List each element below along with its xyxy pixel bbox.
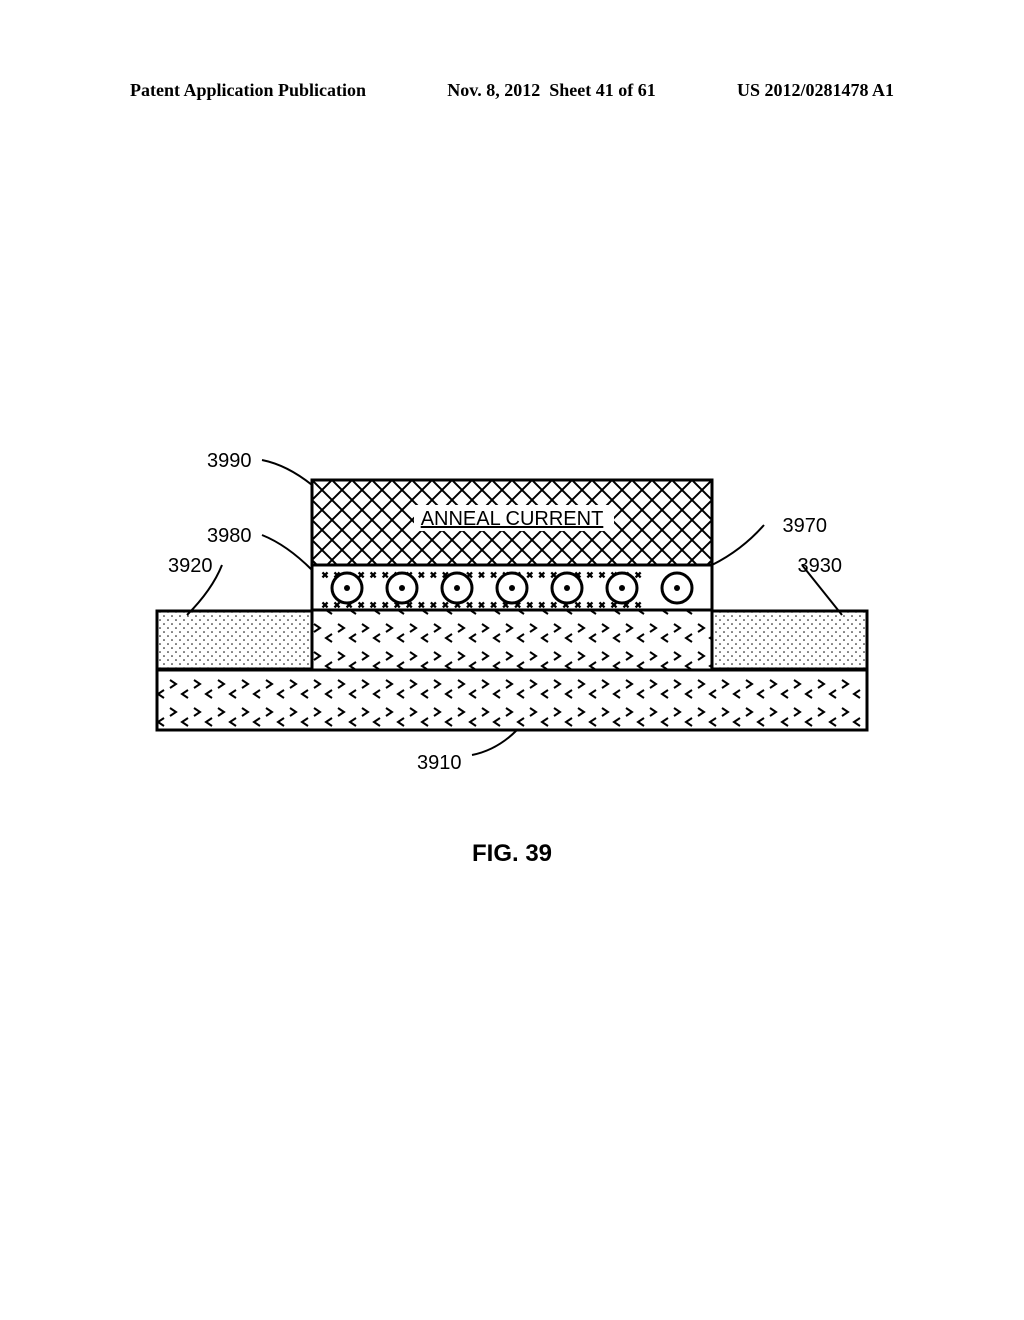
right-block xyxy=(712,611,867,669)
figure-container: × × × × × × × × × × × × × × × × × × × × … xyxy=(142,450,882,868)
leader-3980 xyxy=(262,535,312,570)
ref-3970: 3970 xyxy=(783,515,828,538)
ref-3990: 3990 xyxy=(207,450,252,473)
diagram-svg: × × × × × × × × × × × × × × × × × × × × … xyxy=(142,450,882,770)
circles-layer: × × × × × × × × × × × × × × × × × × × × … xyxy=(312,565,712,611)
left-block xyxy=(157,611,312,669)
anneal-text: ANNEAL CURRENT xyxy=(421,508,604,530)
ref-3980: 3980 xyxy=(207,525,252,548)
svg-text:× × × × × × × × × × × × × × ×: × × × × × × × × × × × × × × × × × × × × … xyxy=(322,570,641,581)
ref-3930: 3930 xyxy=(798,555,843,578)
ref-3910: 3910 xyxy=(417,752,462,775)
substrate-layer xyxy=(157,670,867,730)
ref-3920: 3920 xyxy=(168,555,213,578)
figure-label: FIG. 39 xyxy=(142,840,882,868)
patent-diagram: × × × × × × × × × × × × × × × × × × × × … xyxy=(142,450,882,770)
patent-header: Patent Application Publication Nov. 8, 2… xyxy=(0,80,1024,101)
publication-number: US 2012/0281478 A1 xyxy=(737,80,894,101)
leader-3990 xyxy=(262,460,312,485)
svg-text:× × × × × × × × × × × × × × ×: × × × × × × × × × × × × × × × × × × × × … xyxy=(322,600,641,611)
leader-3970 xyxy=(712,525,764,565)
publication-date: Nov. 8, 2012 Sheet 41 of 61 xyxy=(447,80,656,101)
leader-3910 xyxy=(472,730,517,755)
center-chevron-layer xyxy=(312,610,712,670)
publication-type: Patent Application Publication xyxy=(130,80,366,101)
